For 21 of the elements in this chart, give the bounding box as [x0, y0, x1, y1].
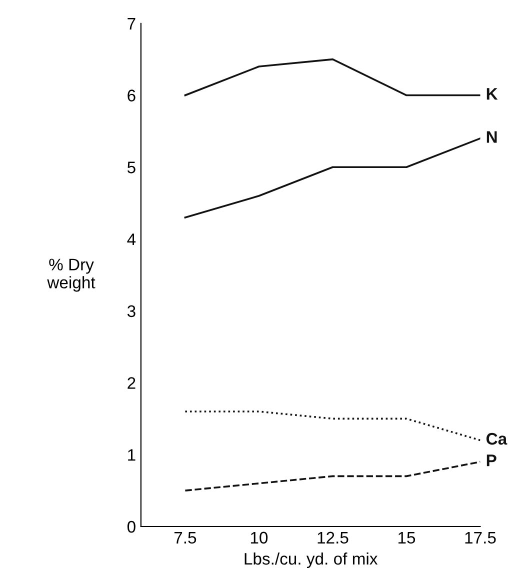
x-tick-label: 10	[250, 532, 268, 544]
x-tick-label: 17.5	[465, 532, 496, 544]
x-axis-title: Lbs./cu. yd. of mix	[244, 552, 378, 568]
y-tick-label: 2	[128, 377, 136, 389]
series-label: N	[486, 131, 497, 143]
y-tick-label: 5	[127, 162, 136, 174]
y-tick-label: 6	[128, 90, 136, 102]
y-tick-label: 7	[128, 18, 136, 30]
series-label: P	[486, 454, 496, 466]
line-series	[184, 137, 480, 218]
line-series	[184, 460, 480, 492]
x-tick-label: 12.5	[318, 532, 348, 544]
x-tick-label: 15	[398, 532, 416, 544]
x-tick-label: 7.5	[174, 532, 196, 544]
series-label: Ca	[486, 432, 508, 445]
series-label: K	[486, 88, 498, 100]
y-tick-label: 3	[127, 305, 136, 318]
y-tick-label: 0	[127, 520, 136, 533]
y-tick-label: 4	[127, 234, 136, 246]
y-axis-title: % Dry weight	[47, 258, 96, 292]
y-tick-label: 1	[128, 449, 136, 461]
